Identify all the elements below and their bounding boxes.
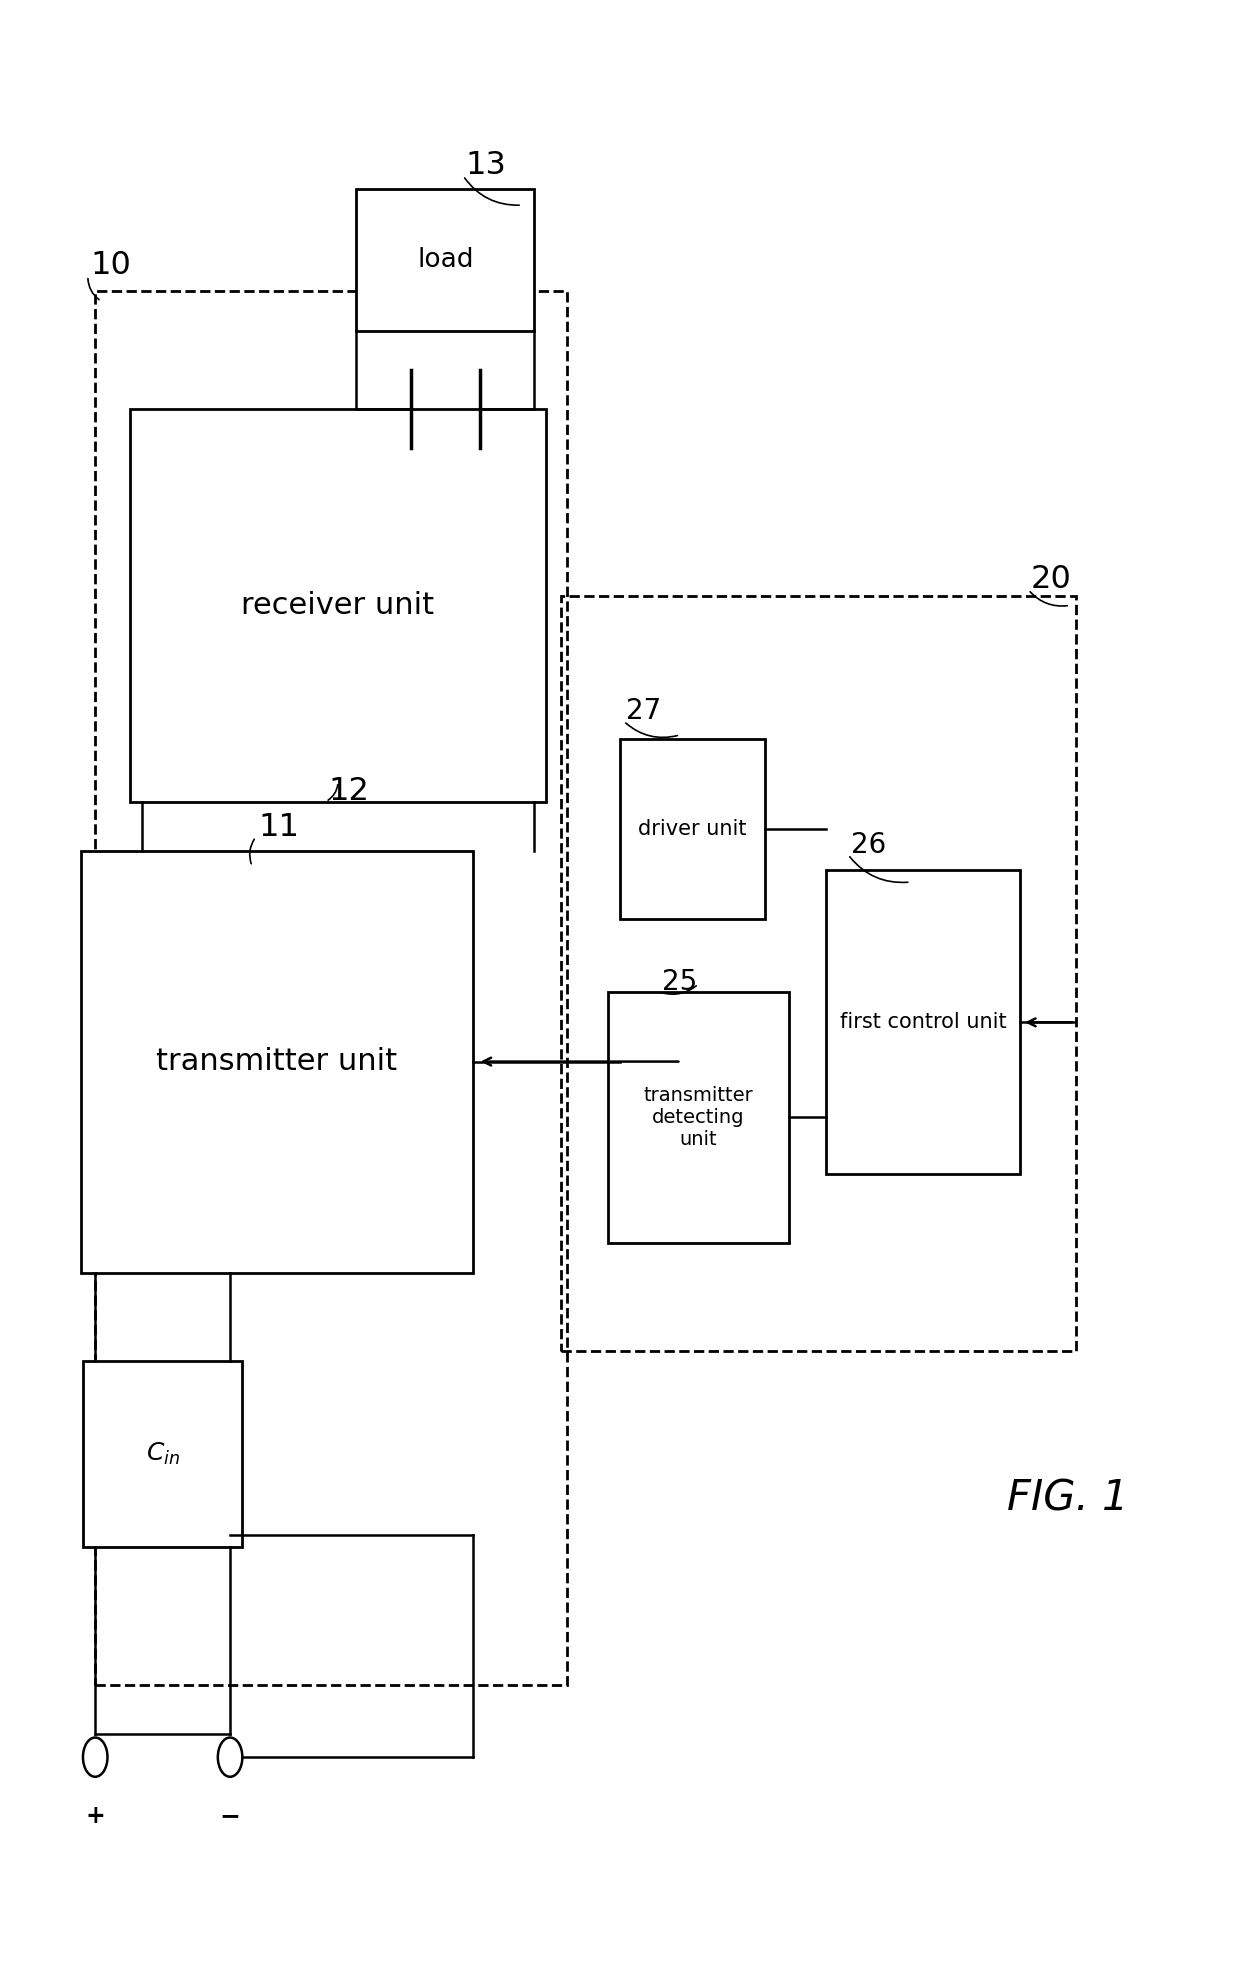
Text: +: + xyxy=(86,1804,105,1828)
Text: transmitter
detecting
unit: transmitter detecting unit xyxy=(644,1087,754,1148)
Bar xyxy=(562,595,1076,1352)
Bar xyxy=(620,739,765,919)
Text: driver unit: driver unit xyxy=(639,820,746,840)
Text: 26: 26 xyxy=(851,830,885,860)
Text: receiver unit: receiver unit xyxy=(242,591,434,620)
Bar xyxy=(95,290,567,1686)
Text: 11: 11 xyxy=(258,812,299,842)
Bar xyxy=(608,992,789,1243)
Text: first control unit: first control unit xyxy=(839,1012,1006,1031)
Text: 12: 12 xyxy=(329,777,370,808)
Text: FIG. 1: FIG. 1 xyxy=(1007,1478,1128,1520)
Text: $C_{in}$: $C_{in}$ xyxy=(145,1441,180,1466)
Text: load: load xyxy=(417,247,474,273)
Bar xyxy=(83,1361,242,1547)
Bar xyxy=(826,869,1019,1174)
Text: 13: 13 xyxy=(465,150,506,182)
Text: 27: 27 xyxy=(626,698,661,725)
Text: transmitter unit: transmitter unit xyxy=(156,1047,397,1077)
Text: 25: 25 xyxy=(662,968,697,996)
Bar xyxy=(356,190,534,330)
Text: 10: 10 xyxy=(91,251,131,281)
Text: 20: 20 xyxy=(1030,565,1071,595)
Text: −: − xyxy=(219,1804,241,1828)
Bar xyxy=(129,409,547,802)
Bar xyxy=(81,850,472,1273)
